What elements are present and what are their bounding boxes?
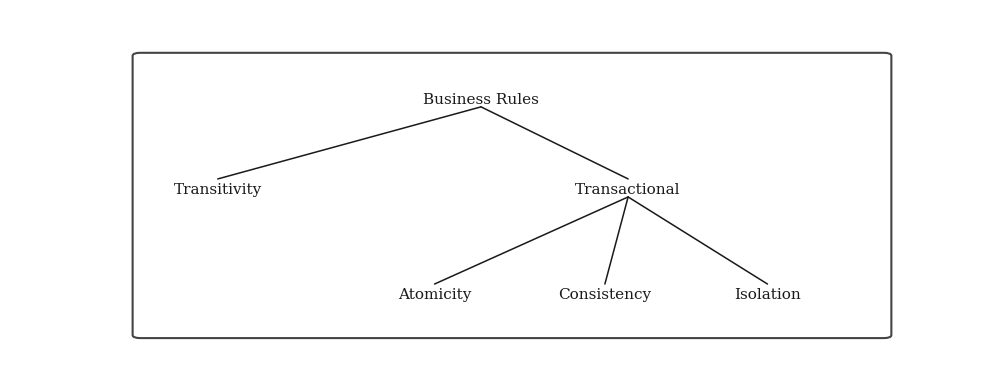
Text: Isolation: Isolation bbox=[734, 288, 801, 302]
FancyBboxPatch shape bbox=[133, 53, 891, 338]
Text: Transitivity: Transitivity bbox=[174, 183, 262, 197]
Text: Consistency: Consistency bbox=[558, 288, 651, 302]
Text: Atomicity: Atomicity bbox=[398, 288, 472, 302]
Text: Transactional: Transactional bbox=[575, 183, 681, 197]
Text: Business Rules: Business Rules bbox=[424, 93, 538, 107]
